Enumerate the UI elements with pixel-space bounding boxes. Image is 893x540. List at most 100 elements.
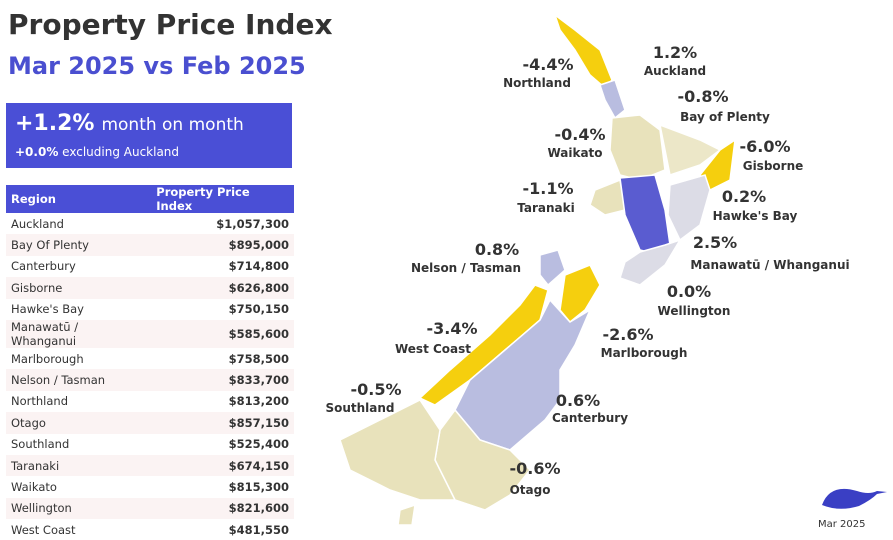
region-name: Manawatū / Whanganui	[690, 258, 849, 272]
table-row: Waikato $815,300	[6, 476, 294, 497]
region-change: -3.4%	[426, 319, 477, 338]
region-manawatu	[619, 174, 671, 256]
footer-date: Mar 2025	[818, 519, 866, 530]
column-header: Property Price Index	[151, 185, 294, 213]
region-change: -1.1%	[522, 179, 573, 198]
region-cell: Marlborough	[11, 351, 84, 366]
price-cell: $626,800	[151, 277, 294, 299]
price-cell: $857,150	[151, 412, 294, 434]
region-change: -0.4%	[554, 125, 605, 144]
price-cell: $674,150	[151, 454, 294, 477]
region-change: 1.2%	[653, 43, 697, 62]
headline-text: month on month	[101, 115, 244, 135]
table-row: Wellington $821,600	[6, 497, 294, 520]
region-change: -4.4%	[522, 55, 573, 74]
sub: +0.0% excluding Auckland	[15, 145, 179, 159]
region-change: 0.6%	[556, 391, 600, 410]
price-cell: $525,400	[228, 437, 289, 452]
region-cell: Gisborne	[6, 277, 152, 299]
region-name: Canterbury	[552, 411, 628, 425]
price-cell: $813,200	[228, 394, 289, 409]
price-cell: $821,600	[151, 497, 294, 520]
region-gisborne	[699, 138, 736, 191]
region-change: 2.5%	[693, 233, 737, 252]
region-change: 0.2%	[722, 187, 766, 206]
region-change: -6.0%	[739, 137, 790, 156]
table-row: Northland $813,200	[6, 391, 294, 412]
region-name: Marlborough	[601, 346, 688, 360]
price-cell: $481,550	[228, 522, 289, 537]
table-row: Otago $857,150	[6, 412, 294, 434]
summary-box: +1.2% month on month +0.0% excluding Auc…	[6, 103, 292, 168]
price-cell: $895,000	[151, 234, 294, 256]
region-name: Bay of Plenty	[680, 110, 770, 124]
region-nelson	[539, 249, 566, 287]
region-southland	[339, 399, 457, 501]
region-name: Gisborne	[743, 159, 804, 173]
table-row: Taranaki $674,150	[6, 454, 294, 477]
price-cell: $585,600	[151, 319, 294, 348]
region-cell: Otago	[6, 412, 152, 434]
region-cell: West Coast	[11, 522, 76, 537]
sub-value: +0.0%	[15, 145, 59, 159]
table-row: Canterbury $714,800	[6, 256, 294, 277]
table-row: Southland $525,400	[6, 434, 294, 455]
region-cell: Canterbury	[11, 259, 76, 274]
region-cell: Northland	[11, 394, 68, 409]
region-name: West Coast	[395, 342, 471, 356]
region-change: -0.5%	[350, 380, 401, 399]
table-row: Marlborough $758,500	[6, 348, 294, 369]
subtitle: Mar 2025 vs Feb 2025	[8, 52, 306, 80]
region-change: 0.8%	[475, 240, 519, 259]
region-change: -0.8%	[677, 87, 728, 106]
region-hawkes-bay	[667, 174, 711, 242]
region-waikato	[609, 114, 666, 181]
headline: +1.2% month on month	[15, 111, 244, 136]
price-cell: $815,300	[228, 479, 289, 494]
region-bay-of-plenty	[658, 123, 722, 176]
region-name: Hawke's Bay	[713, 209, 798, 223]
headline-value: +1.2%	[15, 111, 95, 136]
region-name: Waikato	[547, 146, 602, 160]
map: -4.4% Northland 1.2% Auckland -0.8% Bay of Pl…	[325, 12, 887, 526]
region-cell: Hawke's Bay	[11, 302, 84, 317]
region-wellington	[619, 238, 682, 286]
region-change: 0.0%	[667, 282, 711, 301]
title: Property Price Index	[8, 8, 333, 41]
price-cell: $833,700	[151, 369, 294, 391]
region-cell: Wellington	[6, 497, 152, 520]
region-west-coast	[418, 284, 549, 406]
table-row: Bay Of Plenty $895,000	[6, 234, 294, 256]
region-name: Taranaki	[517, 201, 575, 215]
stewart-island	[397, 503, 416, 526]
region-cell: Manawatū / Whanganui	[6, 319, 152, 348]
table-row: Hawke's Bay $750,150	[6, 299, 294, 320]
table-row: Gisborne $626,800	[6, 277, 294, 299]
region-taranaki	[589, 178, 626, 216]
region-name: Northland	[503, 76, 571, 90]
price-cell: $758,500	[228, 351, 289, 366]
region-name: Wellington	[658, 304, 731, 318]
region-cell: Taranaki	[6, 454, 152, 477]
region-name: Auckland	[644, 64, 706, 78]
price-cell: $714,800	[228, 259, 289, 274]
kiwi-logo	[822, 488, 887, 509]
table-row: West Coast $481,550	[6, 519, 294, 540]
price-cell: $750,150	[228, 302, 289, 317]
column-header: Region	[6, 185, 152, 213]
price-cell: $1,057,300	[216, 216, 289, 231]
map-shapes	[339, 12, 736, 526]
region-name: Nelson / Tasman	[411, 261, 521, 275]
region-name: Southland	[325, 401, 394, 415]
region-change: -0.6%	[509, 459, 560, 478]
region-cell: Bay Of Plenty	[6, 234, 152, 256]
region-cell: Waikato	[11, 479, 57, 494]
table-row: Nelson / Tasman $833,700	[6, 369, 294, 391]
sub-text: excluding Auckland	[62, 145, 180, 159]
region-auckland	[599, 79, 626, 120]
region-change: -2.6%	[602, 325, 653, 344]
table-row: Auckland $1,057,300	[6, 213, 294, 234]
region-cell: Auckland	[11, 216, 64, 231]
region-name: Otago	[510, 483, 551, 497]
